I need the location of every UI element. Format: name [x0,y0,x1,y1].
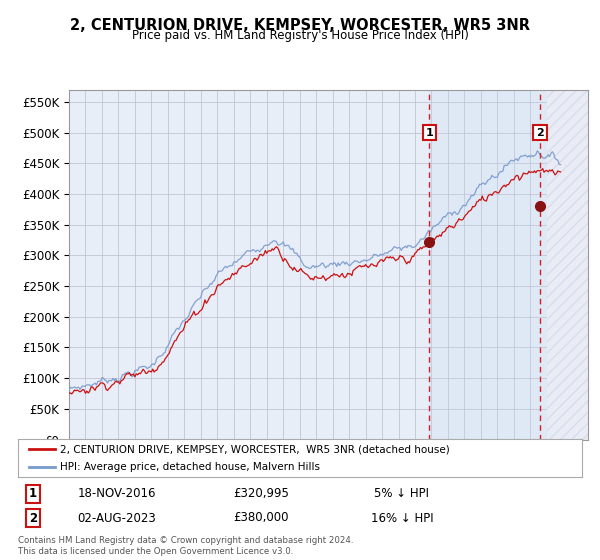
Text: 2: 2 [536,128,544,138]
Text: HPI: Average price, detached house, Malvern Hills: HPI: Average price, detached house, Malv… [60,462,320,472]
Text: 5% ↓ HPI: 5% ↓ HPI [374,487,430,501]
Text: £320,995: £320,995 [233,487,289,501]
Text: 2: 2 [29,511,37,525]
Text: 2, CENTURION DRIVE, KEMPSEY, WORCESTER,  WR5 3NR (detached house): 2, CENTURION DRIVE, KEMPSEY, WORCESTER, … [60,444,450,454]
Text: 02-AUG-2023: 02-AUG-2023 [77,511,157,525]
Text: 18-NOV-2016: 18-NOV-2016 [78,487,156,501]
Bar [547,71,588,440]
Bar [547,90,588,440]
Bar [547,90,588,440]
Text: 16% ↓ HPI: 16% ↓ HPI [371,511,433,525]
Text: Price paid vs. HM Land Registry's House Price Index (HPI): Price paid vs. HM Land Registry's House … [131,29,469,42]
Text: 1: 1 [29,487,37,501]
Text: 2, CENTURION DRIVE, KEMPSEY, WORCESTER, WR5 3NR: 2, CENTURION DRIVE, KEMPSEY, WORCESTER, … [70,18,530,33]
Text: £380,000: £380,000 [233,511,289,525]
Bar [430,90,547,440]
Text: 1: 1 [425,128,433,138]
Text: Contains HM Land Registry data © Crown copyright and database right 2024.
This d: Contains HM Land Registry data © Crown c… [18,536,353,556]
